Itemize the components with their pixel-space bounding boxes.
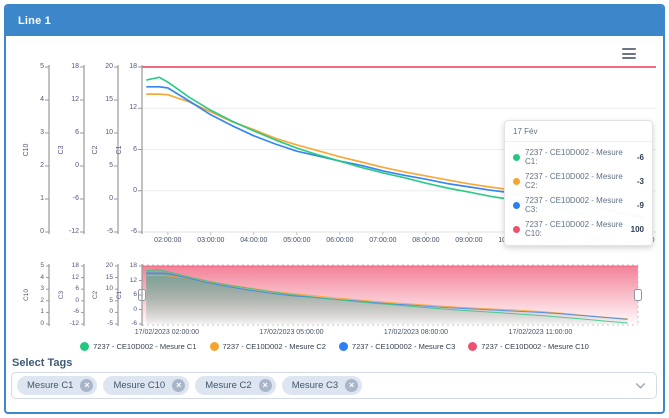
tag-chip-list: Mesure C1 × Mesure C10 × Mesure C2 × Mesure C3… xyxy=(17,376,363,395)
tooltip-series-label: 7237 - CE10D002 - Mesure C2: xyxy=(525,172,623,190)
tooltip-series-dot-icon xyxy=(513,225,520,233)
tag-chip[interactable]: Mesure C2 × xyxy=(195,376,276,395)
tooltip-series-value: 100 xyxy=(630,224,644,234)
tooltip-series-label: 7237 - CE10D002 - Mesure C1: xyxy=(525,148,623,166)
x-circle-icon[interactable]: × xyxy=(172,379,186,392)
chart-tooltip: 17 Fév 7237 - CE10D002 - Mesure C1: -6 723… xyxy=(504,120,653,246)
legend-dot-icon xyxy=(338,342,348,351)
hamburger-icon[interactable] xyxy=(622,48,636,59)
panel-title: Line 1 xyxy=(18,15,51,27)
legend-label: 7237 - CE10D002 - Mesure C2 xyxy=(222,342,326,351)
select-tags-label: Select Tags xyxy=(12,357,73,369)
tooltip-series-value: -6 xyxy=(636,152,644,162)
legend-dot-icon xyxy=(80,342,90,351)
tag-chip-label: Mesure C3 xyxy=(291,380,339,391)
tooltip-row: 7237 - CE10D002 - Mesure C3: -9 xyxy=(505,190,652,214)
tooltip-series-dot-icon xyxy=(513,201,520,209)
legend-label: 7237 - CE10D002 - Mesure C1 xyxy=(93,342,197,351)
panel-header: Line 1 xyxy=(6,6,663,36)
tag-chip-label: Mesure C1 xyxy=(27,380,74,391)
tooltip-row: 7237 - CE10D002 - Mesure C1: -6 xyxy=(505,142,652,166)
tooltip-series-value: -9 xyxy=(636,200,644,210)
chevron-down-icon[interactable] xyxy=(635,382,646,389)
line1-panel: Line 1 5 5 4 4 3 3 2 2 1 1 0 0 C10 C10 18 18 12 12 6 6 0 0 -6-… xyxy=(4,4,665,414)
legend-item[interactable]: 7237 - CE10D002 - Mesure C1 xyxy=(80,342,197,351)
x-circle-icon[interactable]: × xyxy=(345,379,359,392)
tag-chip-label: Mesure C2 xyxy=(205,380,252,391)
tooltip-row: 7237 - CE10D002 - Mesure C2: -3 xyxy=(505,166,652,190)
legend-label: 7237 - CE10D002 - Mesure C10 xyxy=(481,342,589,351)
tooltip-date: 17 Fév xyxy=(505,121,652,142)
tooltip-rows: 7237 - CE10D002 - Mesure C1: -6 7237 - CE1… xyxy=(505,142,652,245)
legend-item[interactable]: 7237 - CE10D002 - Mesure C3 xyxy=(338,342,456,351)
tag-chip[interactable]: Mesure C3 × xyxy=(281,376,363,395)
panel-body: 5 5 4 4 3 3 2 2 1 1 0 0 C10 C10 18 18 12 12 6 6 0 0 -6 -6 -12 -12… xyxy=(6,36,663,412)
legend-item[interactable]: 7237 - CE10D002 - Mesure C2 xyxy=(209,342,326,351)
chart-legend: 7237 - CE10D002 - Mesure C1 7237 - CE10D0… xyxy=(6,342,663,351)
tooltip-series-dot-icon xyxy=(513,177,520,185)
tag-chip[interactable]: Mesure C1 × xyxy=(17,376,98,395)
chart-plot-area[interactable] xyxy=(6,36,665,412)
legend-label: 7237 - CE10D002 - Mesure C3 xyxy=(351,342,456,351)
legend-dot-icon xyxy=(468,342,478,351)
tag-chip-label: Mesure C10 xyxy=(113,380,166,391)
tag-chip[interactable]: Mesure C10 × xyxy=(103,376,190,395)
x-circle-icon[interactable]: × xyxy=(258,379,272,392)
tooltip-row: 7237 - CE10D002 - Mesure C10: 100 xyxy=(505,214,652,245)
x-circle-icon[interactable]: × xyxy=(80,379,94,392)
navigator-area[interactable] xyxy=(146,269,628,324)
legend-dot-icon xyxy=(209,342,219,351)
tags-select[interactable]: Mesure C1 × Mesure C10 × Mesure C2 × Mesure C3… xyxy=(11,372,657,399)
tooltip-series-dot-icon xyxy=(513,153,520,161)
navigator-handle-right[interactable] xyxy=(634,289,642,301)
tooltip-series-label: 7237 - CE10D002 - Mesure C10: xyxy=(525,220,623,238)
legend-item[interactable]: 7237 - CE10D002 - Mesure C10 xyxy=(468,342,589,351)
tooltip-series-value: -3 xyxy=(636,176,644,186)
tooltip-series-label: 7237 - CE10D002 - Mesure C3: xyxy=(525,196,623,214)
